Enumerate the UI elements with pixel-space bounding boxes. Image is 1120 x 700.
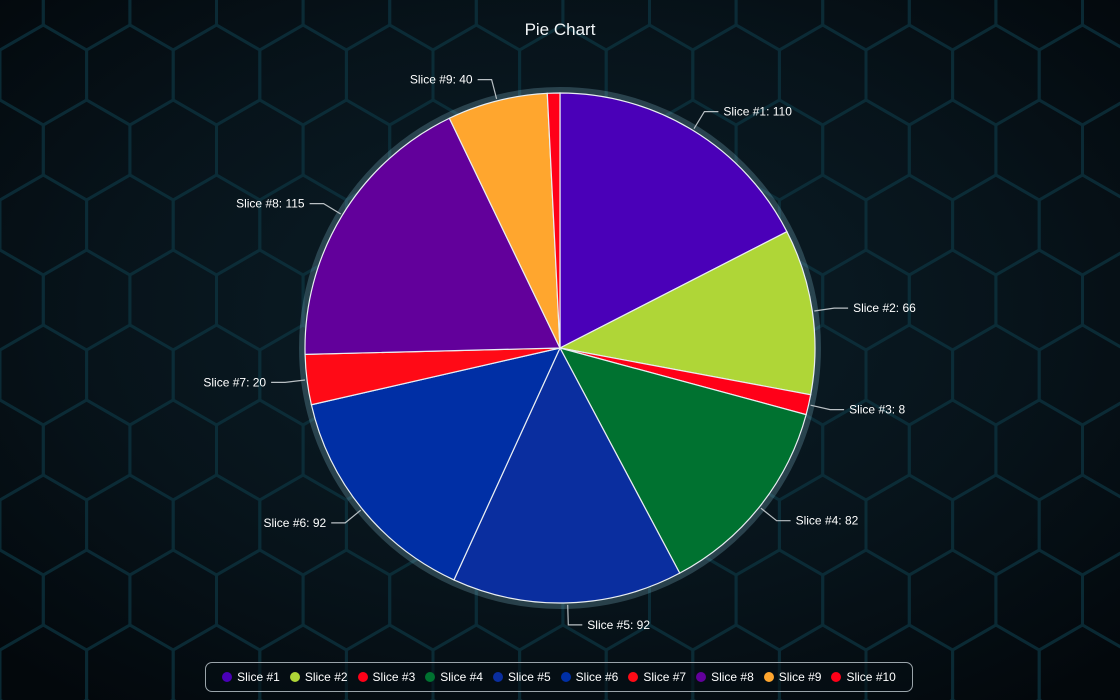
slice-label-3: Slice #3: 8 bbox=[849, 403, 905, 417]
pie-glow bbox=[299, 87, 821, 609]
slice-label-7: Slice #7: 20 bbox=[203, 375, 266, 389]
legend-item-10[interactable]: Slice #10 bbox=[831, 670, 896, 684]
pie-slice-8[interactable] bbox=[304, 117, 561, 355]
legend-item-9[interactable]: Slice #9 bbox=[763, 670, 822, 684]
leader-line-4 bbox=[760, 507, 791, 522]
legend-label-4: Slice #4 bbox=[440, 670, 483, 684]
slice-label-4: Slice #4: 82 bbox=[796, 514, 859, 528]
legend-item-1[interactable]: Slice #1 bbox=[222, 670, 280, 684]
legend-swatch-7 bbox=[628, 672, 639, 682]
slice-label-9: Slice #9: 40 bbox=[410, 73, 473, 87]
legend-label-8: Slice #8 bbox=[711, 670, 754, 684]
slice-label-8: Slice #8: 115 bbox=[236, 197, 305, 211]
legend-swatch-4 bbox=[425, 672, 436, 682]
pie-slice-2[interactable] bbox=[558, 230, 816, 396]
legend-label-10: Slice #10 bbox=[846, 670, 896, 684]
leader-line-2 bbox=[814, 307, 849, 312]
leader-line-9 bbox=[477, 78, 498, 100]
legend-label-5: Slice #5 bbox=[507, 670, 551, 684]
leader-line-6 bbox=[331, 509, 362, 524]
legend-item-2[interactable]: Slice #2 bbox=[289, 670, 348, 684]
legend-swatch-5 bbox=[492, 672, 503, 682]
pie-slice-6[interactable] bbox=[310, 347, 562, 581]
legend-label-7: Slice #7 bbox=[643, 670, 687, 684]
slice-label-5: Slice #5: 92 bbox=[587, 618, 650, 632]
pie-slice-5[interactable] bbox=[453, 346, 681, 604]
pie-slice-4[interactable] bbox=[558, 347, 807, 574]
leader-line-1 bbox=[693, 110, 719, 130]
slice-label-1: Slice #1: 110 bbox=[723, 105, 792, 119]
legend-swatch-6 bbox=[560, 672, 571, 682]
pie-slice-10[interactable] bbox=[546, 92, 561, 349]
legend-item-3[interactable]: Slice #3 bbox=[357, 670, 416, 684]
legend-item-8[interactable]: Slice #8 bbox=[696, 670, 754, 684]
slice-labels: Slice #1: 110 Slice #2: 66 Slice #3: 8 Slic… bbox=[203, 73, 916, 632]
legend-label-3: Slice #3 bbox=[372, 670, 416, 684]
legend-swatch-9 bbox=[763, 672, 774, 682]
leader-line-8 bbox=[309, 203, 342, 215]
legend-item-7[interactable]: Slice #7 bbox=[628, 670, 686, 684]
legend-label-6: Slice #6 bbox=[575, 670, 619, 684]
slice-label-2: Slice #2: 66 bbox=[853, 301, 916, 315]
legend-label-9: Slice #9 bbox=[778, 670, 822, 684]
legend-swatch-8 bbox=[696, 672, 707, 682]
legend-swatch-10 bbox=[831, 672, 842, 682]
legend-swatch-1 bbox=[222, 672, 233, 682]
slice-label-6: Slice #6: 92 bbox=[263, 516, 326, 530]
leader-line-7 bbox=[271, 379, 306, 383]
legend-swatch-2 bbox=[289, 672, 300, 682]
legend-swatch-3 bbox=[357, 672, 368, 682]
legend: Slice #1 Slice #2 Slice #3 Slice #4 Slice #5… bbox=[205, 662, 913, 692]
chart-title: Pie Chart bbox=[525, 20, 596, 39]
legend-label-2: Slice #2 bbox=[304, 670, 348, 684]
legend-item-5[interactable]: Slice #5 bbox=[492, 670, 551, 684]
legend-label-1: Slice #1 bbox=[237, 670, 280, 684]
legend-item-4[interactable]: Slice #4 bbox=[425, 670, 483, 684]
pie-slice-1[interactable] bbox=[559, 92, 788, 349]
leader-line-3 bbox=[810, 404, 845, 411]
pie-slices bbox=[299, 87, 821, 609]
legend-item-6[interactable]: Slice #6 bbox=[560, 670, 619, 684]
leader-line-5 bbox=[567, 604, 583, 626]
